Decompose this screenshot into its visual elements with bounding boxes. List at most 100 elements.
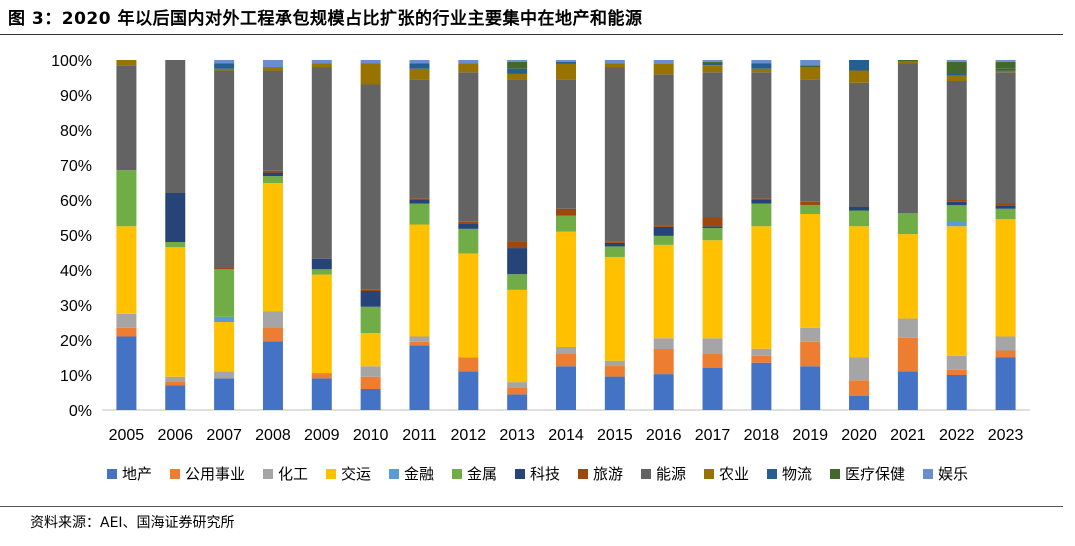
x-tick-label: 2007 (206, 427, 242, 444)
bar-segment (262, 341, 283, 410)
legend-swatch (641, 469, 651, 479)
y-tick-label: 10% (60, 368, 92, 385)
bar-segment (849, 210, 870, 227)
bar-segment (946, 200, 967, 202)
y-tick-label: 60% (60, 193, 92, 210)
bar-segment (946, 201, 967, 206)
figure-title: 图 3：2020 年以后国内对外工程承包规模占比扩张的行业主要集中在地产和能源 (8, 9, 643, 29)
bar-segment (409, 79, 430, 199)
y-tick-label: 20% (60, 333, 92, 350)
bar-segment (507, 73, 528, 80)
bar-segment (653, 348, 674, 375)
bar-segment (116, 170, 137, 227)
bar-segment (702, 60, 723, 62)
legend-label: 旅游 (593, 465, 623, 483)
legend-label: 农业 (719, 465, 749, 483)
x-tick-label: 2020 (841, 427, 877, 444)
bar-segment (946, 81, 967, 200)
bar-segment (458, 357, 479, 372)
bar-segment (507, 382, 528, 388)
bar-segment (458, 223, 479, 229)
x-tick-label: 2008 (255, 427, 291, 444)
bar-segment (262, 70, 283, 171)
bar-segment (702, 63, 723, 66)
bar-segment (507, 60, 528, 62)
x-tick-label: 2015 (597, 427, 633, 444)
bar-segment (849, 207, 870, 211)
bar-segment (946, 369, 967, 375)
bar-segment (800, 201, 821, 206)
bar-segment (165, 247, 186, 377)
bar-segment (311, 373, 332, 379)
bar-segment (800, 205, 821, 214)
legend-swatch (767, 469, 777, 479)
bar-segment (507, 241, 528, 249)
bar-segment (946, 205, 967, 221)
bar-segment (849, 396, 870, 410)
bar-segment (360, 376, 381, 389)
bar-segment (556, 79, 576, 209)
legend-label: 公用事业 (185, 465, 245, 483)
legend-swatch (170, 469, 180, 479)
bar-segment (409, 198, 430, 200)
bar-segment (653, 235, 674, 245)
legend-swatch (704, 469, 714, 479)
legend-label: 化工 (278, 465, 308, 483)
y-tick-label: 50% (60, 228, 92, 245)
bar-segment (751, 198, 772, 200)
stacked-bar-chart: 0%10%20%30%40%50%60%70%80%90%100% 2005 20… (51, 53, 1030, 483)
bar-segment (409, 341, 430, 346)
bar-segment (702, 354, 723, 368)
bar-segment (751, 226, 772, 349)
bar-segment (556, 231, 576, 347)
bar-segment (604, 67, 625, 242)
bar-segment (653, 74, 674, 226)
bar-segment (507, 68, 528, 74)
x-tick-label: 2022 (939, 427, 975, 444)
bar-segment (604, 376, 625, 410)
bar-segment (116, 60, 137, 66)
legend-swatch (578, 469, 588, 479)
bar-segment (849, 82, 870, 207)
legend-label: 物流 (782, 465, 812, 483)
bar-segment (409, 63, 430, 69)
bar-segment (214, 68, 235, 71)
y-tick-label: 100% (51, 53, 92, 70)
x-tick-label: 2006 (157, 427, 193, 444)
legend-swatch (326, 469, 336, 479)
y-tick-label: 80% (60, 123, 92, 140)
legend-label: 能源 (656, 465, 686, 483)
bar-segment (360, 366, 381, 377)
bar-segment (946, 61, 967, 74)
legend-label: 交运 (341, 465, 371, 483)
x-tick-label: 2009 (304, 427, 340, 444)
bar-segment (165, 382, 186, 386)
bar-segment (556, 347, 576, 354)
bar-segment (165, 193, 186, 242)
legend-swatch (263, 469, 273, 479)
bar-segment (556, 354, 576, 367)
bar-segment (360, 289, 381, 291)
title-divider (0, 34, 1063, 35)
bar-segment (360, 389, 381, 410)
bar-segment (604, 360, 625, 367)
bar-segment (214, 60, 235, 64)
bar-segment (800, 366, 821, 410)
bar-segment (702, 338, 723, 354)
bar-segment (604, 241, 625, 243)
bar-segment (311, 378, 332, 410)
bar-segment (897, 234, 918, 319)
bar-segment (751, 362, 772, 410)
bar-segment (214, 70, 235, 268)
legend-label: 金融 (404, 465, 434, 483)
bar-segment (702, 226, 723, 228)
bar-segment (262, 311, 283, 328)
bar-segment (702, 72, 723, 218)
bar-segment (604, 242, 625, 247)
bar-segment (897, 318, 918, 338)
bar-segment (458, 63, 479, 73)
y-tick-label: 0% (69, 403, 92, 420)
bar-segment (214, 371, 235, 379)
legend-swatch (452, 469, 462, 479)
bar-segment (995, 70, 1016, 73)
